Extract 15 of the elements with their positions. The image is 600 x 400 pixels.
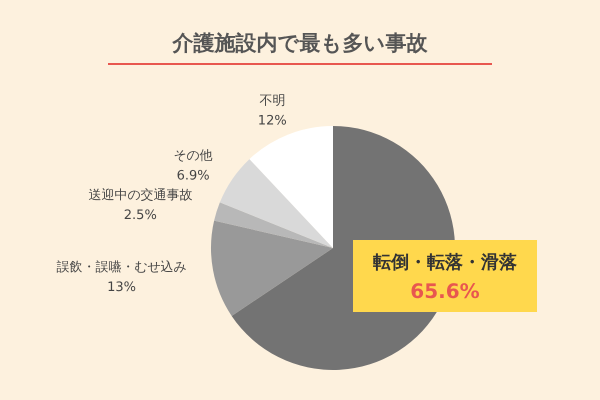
slice-label: 送迎中の交通事故 xyxy=(88,186,192,203)
data-label: 2.5% xyxy=(124,208,157,223)
data-label: 6.9% xyxy=(176,168,210,184)
pie-slice xyxy=(214,202,333,248)
slice-label: その他 xyxy=(174,148,213,164)
slice-label: 転倒・転落・滑落 xyxy=(373,252,517,273)
data-label: 65.6% xyxy=(410,279,480,303)
pie-slice xyxy=(220,159,333,248)
slice-label: 不明 xyxy=(259,94,286,109)
pie-slice xyxy=(249,126,333,248)
data-label: 12% xyxy=(258,114,287,129)
chart-title: 介護施設内で最も多い事故 xyxy=(172,31,428,55)
data-label: 13% xyxy=(107,280,136,296)
pie-slice xyxy=(211,220,333,316)
slice-label: 誤飲・誤嚥・むせ込み xyxy=(56,260,187,276)
